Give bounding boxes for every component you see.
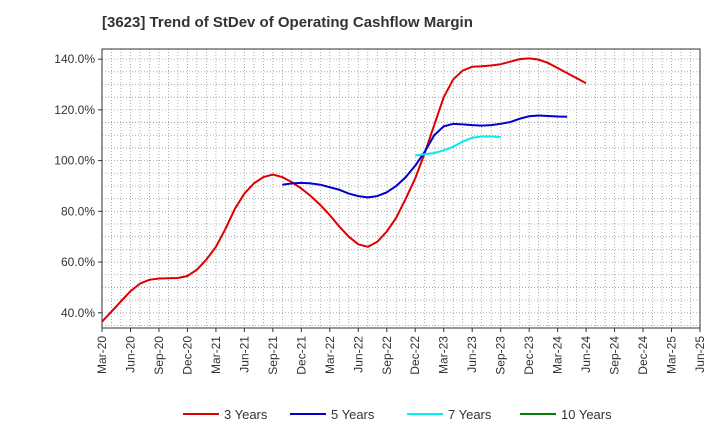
x-tick-label: Jun-23 xyxy=(465,336,479,373)
chart-title: [3623] Trend of StDev of Operating Cashf… xyxy=(102,14,473,31)
x-tick-label: Dec-22 xyxy=(408,336,422,375)
y-tick-label: 100.0% xyxy=(54,154,95,168)
axes: 40.0% 60.0% 80.0% 100.0% 120.0% 140.0% Mar-20 J… xyxy=(54,48,707,375)
y-tick-label: 140.0% xyxy=(54,52,95,66)
x-tick-label: Dec-21 xyxy=(294,336,308,375)
plot-frame xyxy=(101,48,701,329)
series-line-3-years xyxy=(101,57,587,323)
legend-label: 5 Years xyxy=(331,407,375,422)
x-tick-label: Sep-20 xyxy=(152,336,166,375)
x-tick-label: Jun-21 xyxy=(237,336,251,373)
legend: 3 Years 5 Years 7 Years 10 Years xyxy=(183,407,612,422)
x-tick-label: Dec-20 xyxy=(180,336,194,375)
x-tick-label: Jun-24 xyxy=(579,336,593,373)
legend-label: 7 Years xyxy=(448,407,492,422)
x-tick-label: Jun-22 xyxy=(351,336,365,373)
x-tick-label: Mar-25 xyxy=(665,336,679,374)
legend-label: 10 Years xyxy=(561,407,612,422)
grid xyxy=(101,49,701,328)
x-tick-label: Mar-24 xyxy=(551,336,565,374)
series-line-7-years xyxy=(415,135,501,157)
x-tick-label: Dec-23 xyxy=(522,336,536,375)
x-tick-label: Jun-25 xyxy=(693,336,707,373)
x-tick-label: Mar-23 xyxy=(437,336,451,374)
x-tick-label: Mar-20 xyxy=(95,336,109,374)
y-tick-label: 120.0% xyxy=(54,103,95,117)
y-tick-label: 80.0% xyxy=(61,204,95,218)
x-tick-label: Sep-24 xyxy=(608,336,622,375)
x-tick-label: Jun-20 xyxy=(123,336,137,373)
x-tick-label: Mar-22 xyxy=(323,336,337,374)
x-tick-label: Mar-21 xyxy=(209,336,223,374)
x-tick-label: Sep-23 xyxy=(494,336,508,375)
x-tick-label: Sep-22 xyxy=(380,336,394,375)
series-lines xyxy=(101,57,587,323)
y-tick-label: 40.0% xyxy=(61,306,95,320)
series-line-5-years xyxy=(282,114,568,199)
x-tick-label: Dec-24 xyxy=(636,336,650,375)
legend-label: 3 Years xyxy=(224,407,268,422)
x-tick-label: Sep-21 xyxy=(266,336,280,375)
y-tick-label: 60.0% xyxy=(61,255,95,269)
